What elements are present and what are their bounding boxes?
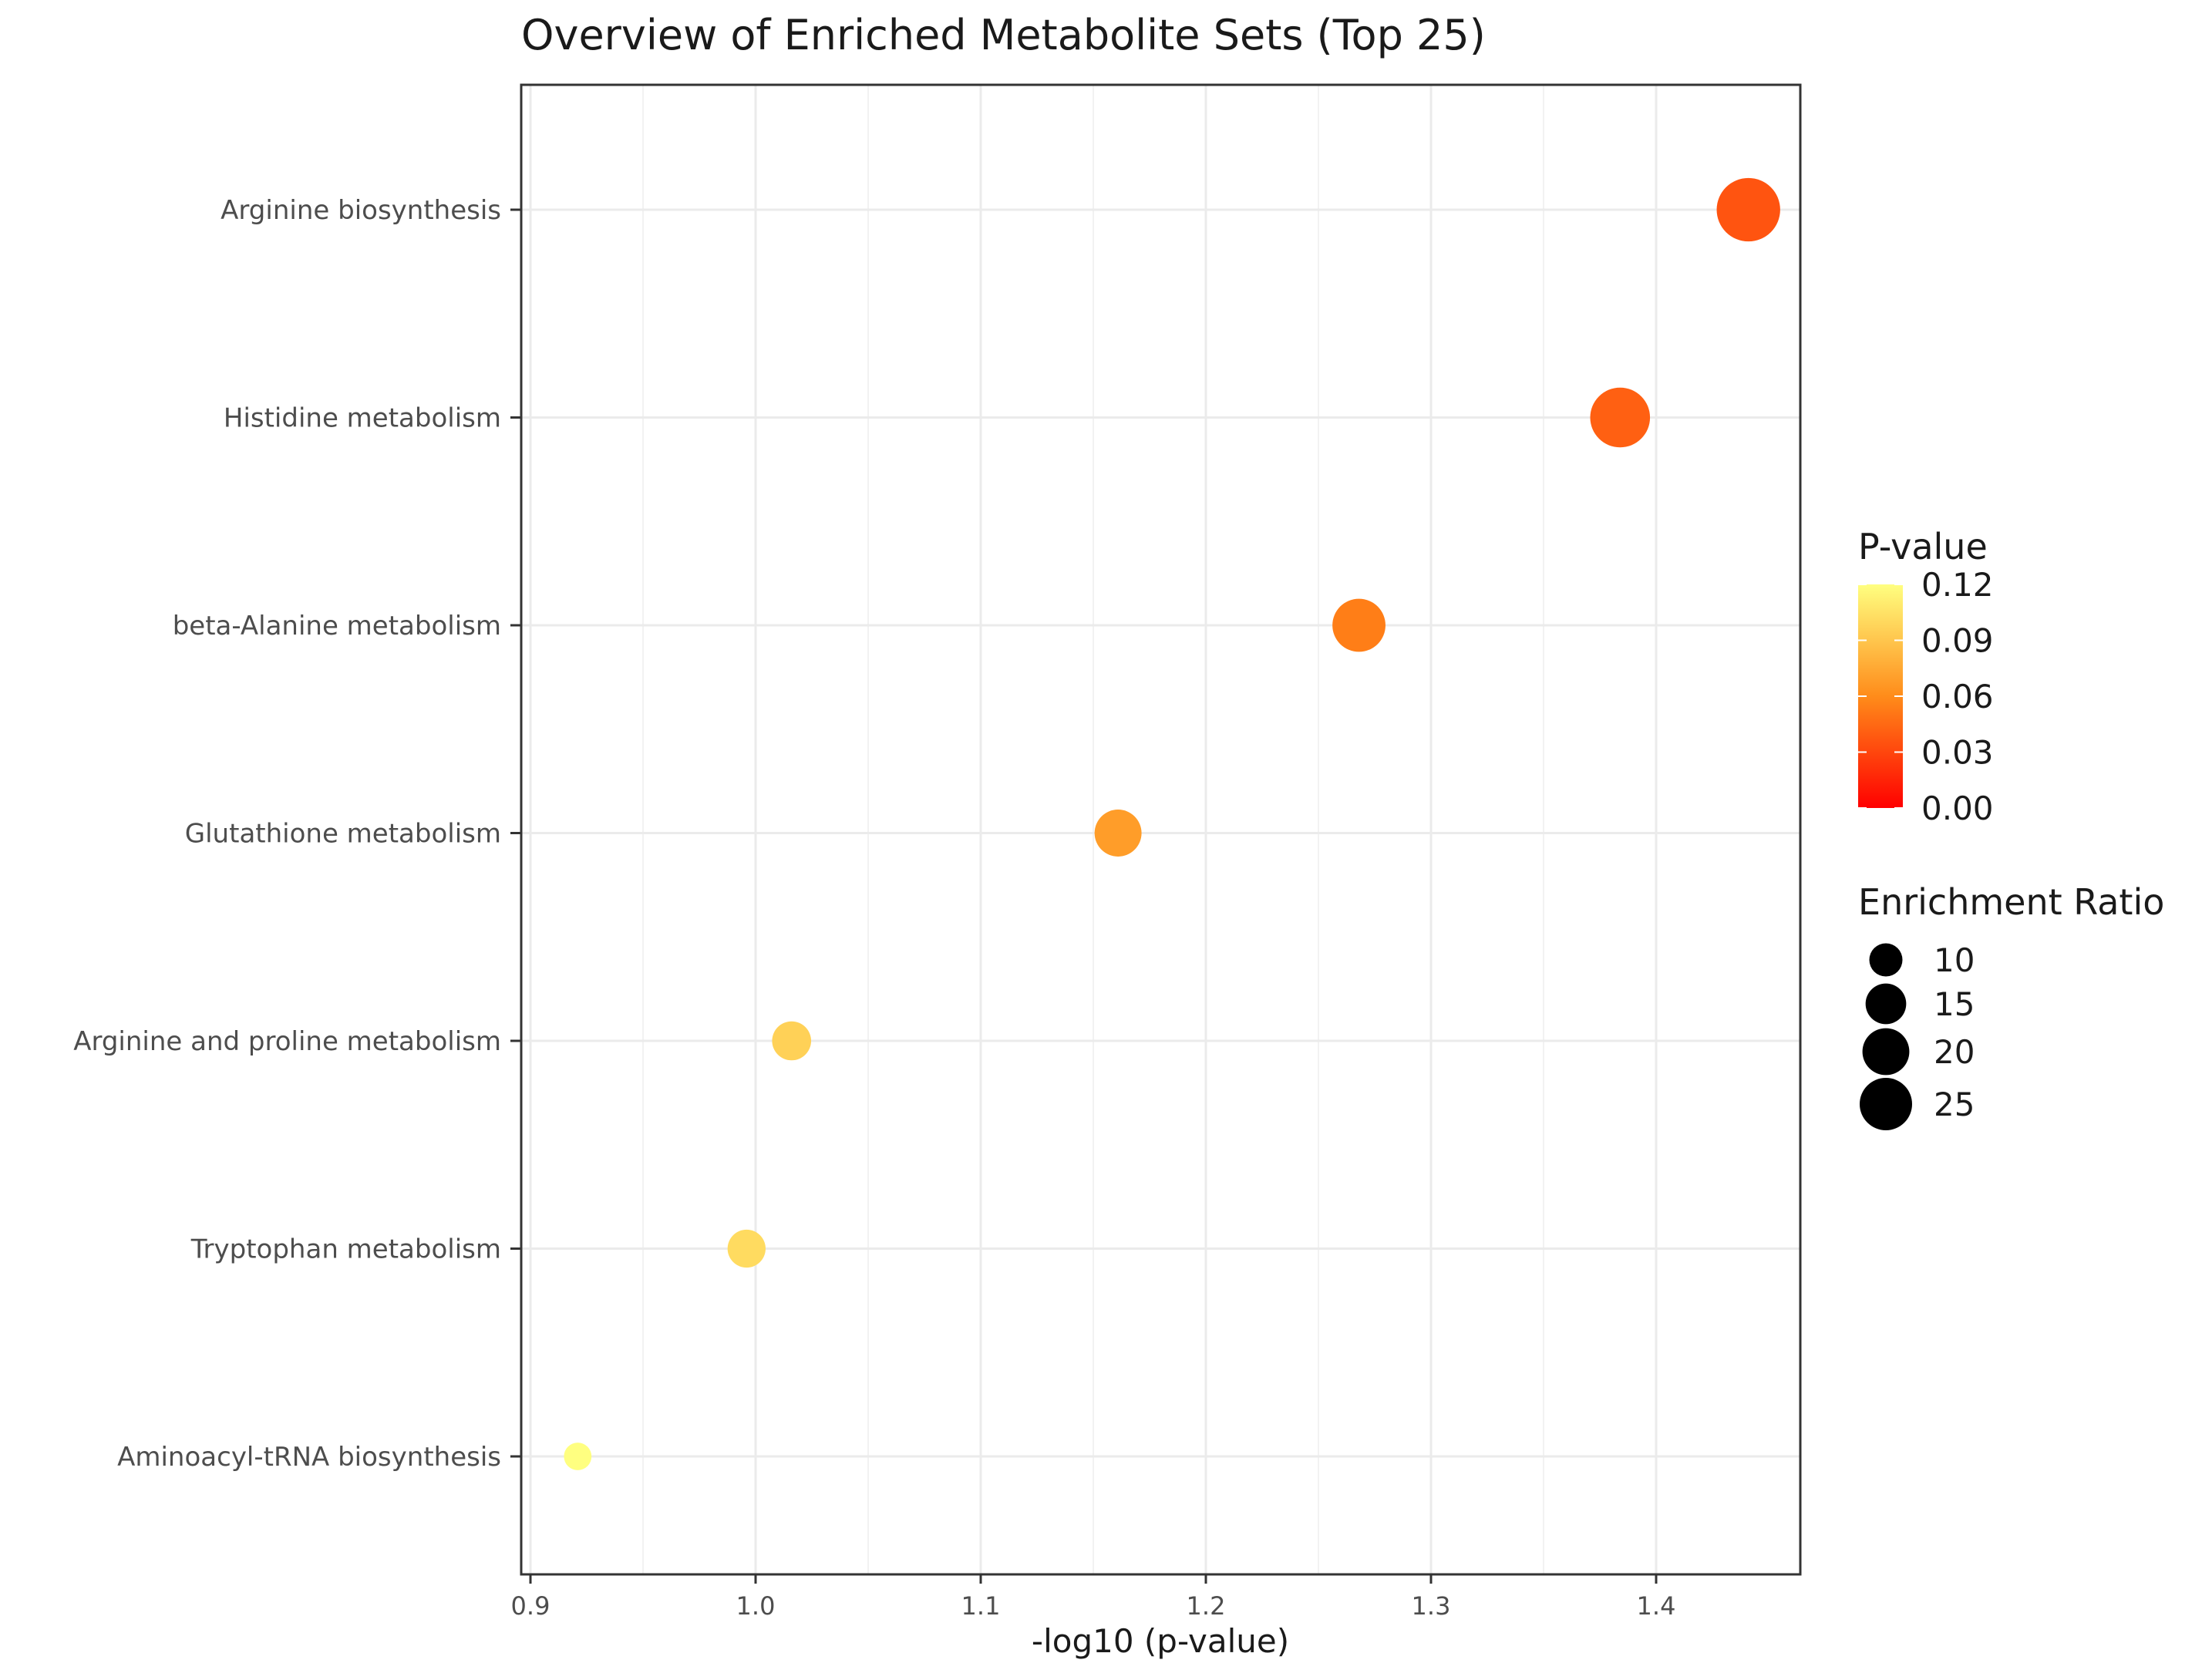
pvalue-legend-title: P-value [1858, 526, 1988, 567]
data-point[interactable] [1716, 177, 1780, 242]
data-point[interactable] [1094, 810, 1142, 857]
category-label: Histidine metabolism [224, 403, 501, 434]
size-legend-key [1860, 1078, 1912, 1130]
category-label: beta-Alanine metabolism [173, 611, 501, 641]
size-legend-label: 20 [1934, 1033, 1975, 1071]
data-point[interactable] [772, 1021, 812, 1061]
data-point[interactable] [564, 1443, 592, 1470]
colorbar-tick-label: 0.12 [1921, 566, 1994, 604]
chart-title: Overview of Enriched Metabolite Sets (To… [521, 11, 1486, 59]
size-legend-title: Enrichment Ratio [1858, 881, 2164, 923]
x-tick-label: 1.2 [1187, 1591, 1226, 1621]
size-legend-key [1869, 943, 1903, 977]
y-axis: Arginine biosynthesis Histidine metabolis… [73, 195, 521, 1473]
data-points [564, 177, 1780, 1470]
category-label: Tryptophan metabolism [190, 1234, 501, 1265]
plot-border [520, 83, 1802, 1576]
x-tick-label: 1.0 [736, 1591, 776, 1621]
x-axis: 0.9 1.0 1.1 1.2 1.3 1.4 [511, 1574, 1676, 1621]
x-tick-label: 0.9 [511, 1591, 550, 1621]
size-legend-label: 15 [1934, 985, 1975, 1023]
x-axis-title: -log10 (p-value) [1032, 1622, 1289, 1660]
size-legend: 10 15 20 25 [1860, 941, 1975, 1130]
data-point[interactable] [727, 1229, 766, 1268]
category-label: Aminoacyl-tRNA biosynthesis [117, 1442, 501, 1473]
colorbar-tick-label: 0.00 [1921, 789, 1994, 827]
x-tick-label: 1.1 [961, 1591, 1001, 1621]
data-point[interactable] [1590, 387, 1651, 448]
x-tick-label: 1.4 [1637, 1591, 1676, 1621]
size-legend-label: 25 [1934, 1086, 1975, 1123]
plot-panel [521, 85, 1800, 1574]
size-legend-key [1865, 983, 1907, 1025]
colorbar-tick-label: 0.09 [1921, 622, 1994, 660]
colorbar-tick-label: 0.06 [1921, 678, 1994, 715]
grid-lines [521, 85, 1800, 1574]
category-label: Glutathione metabolism [185, 819, 501, 850]
category-label: Arginine and proline metabolism [73, 1026, 501, 1057]
colorbar-tick-label: 0.03 [1921, 734, 1994, 772]
data-point[interactable] [1332, 598, 1386, 652]
size-legend-label: 10 [1934, 941, 1975, 979]
category-label: Arginine biosynthesis [221, 195, 501, 226]
pvalue-colorbar-ticks: 0.12 0.09 0.06 0.03 0.00 [1858, 566, 1994, 827]
x-tick-label: 1.3 [1412, 1591, 1451, 1621]
size-legend-key [1862, 1028, 1910, 1076]
